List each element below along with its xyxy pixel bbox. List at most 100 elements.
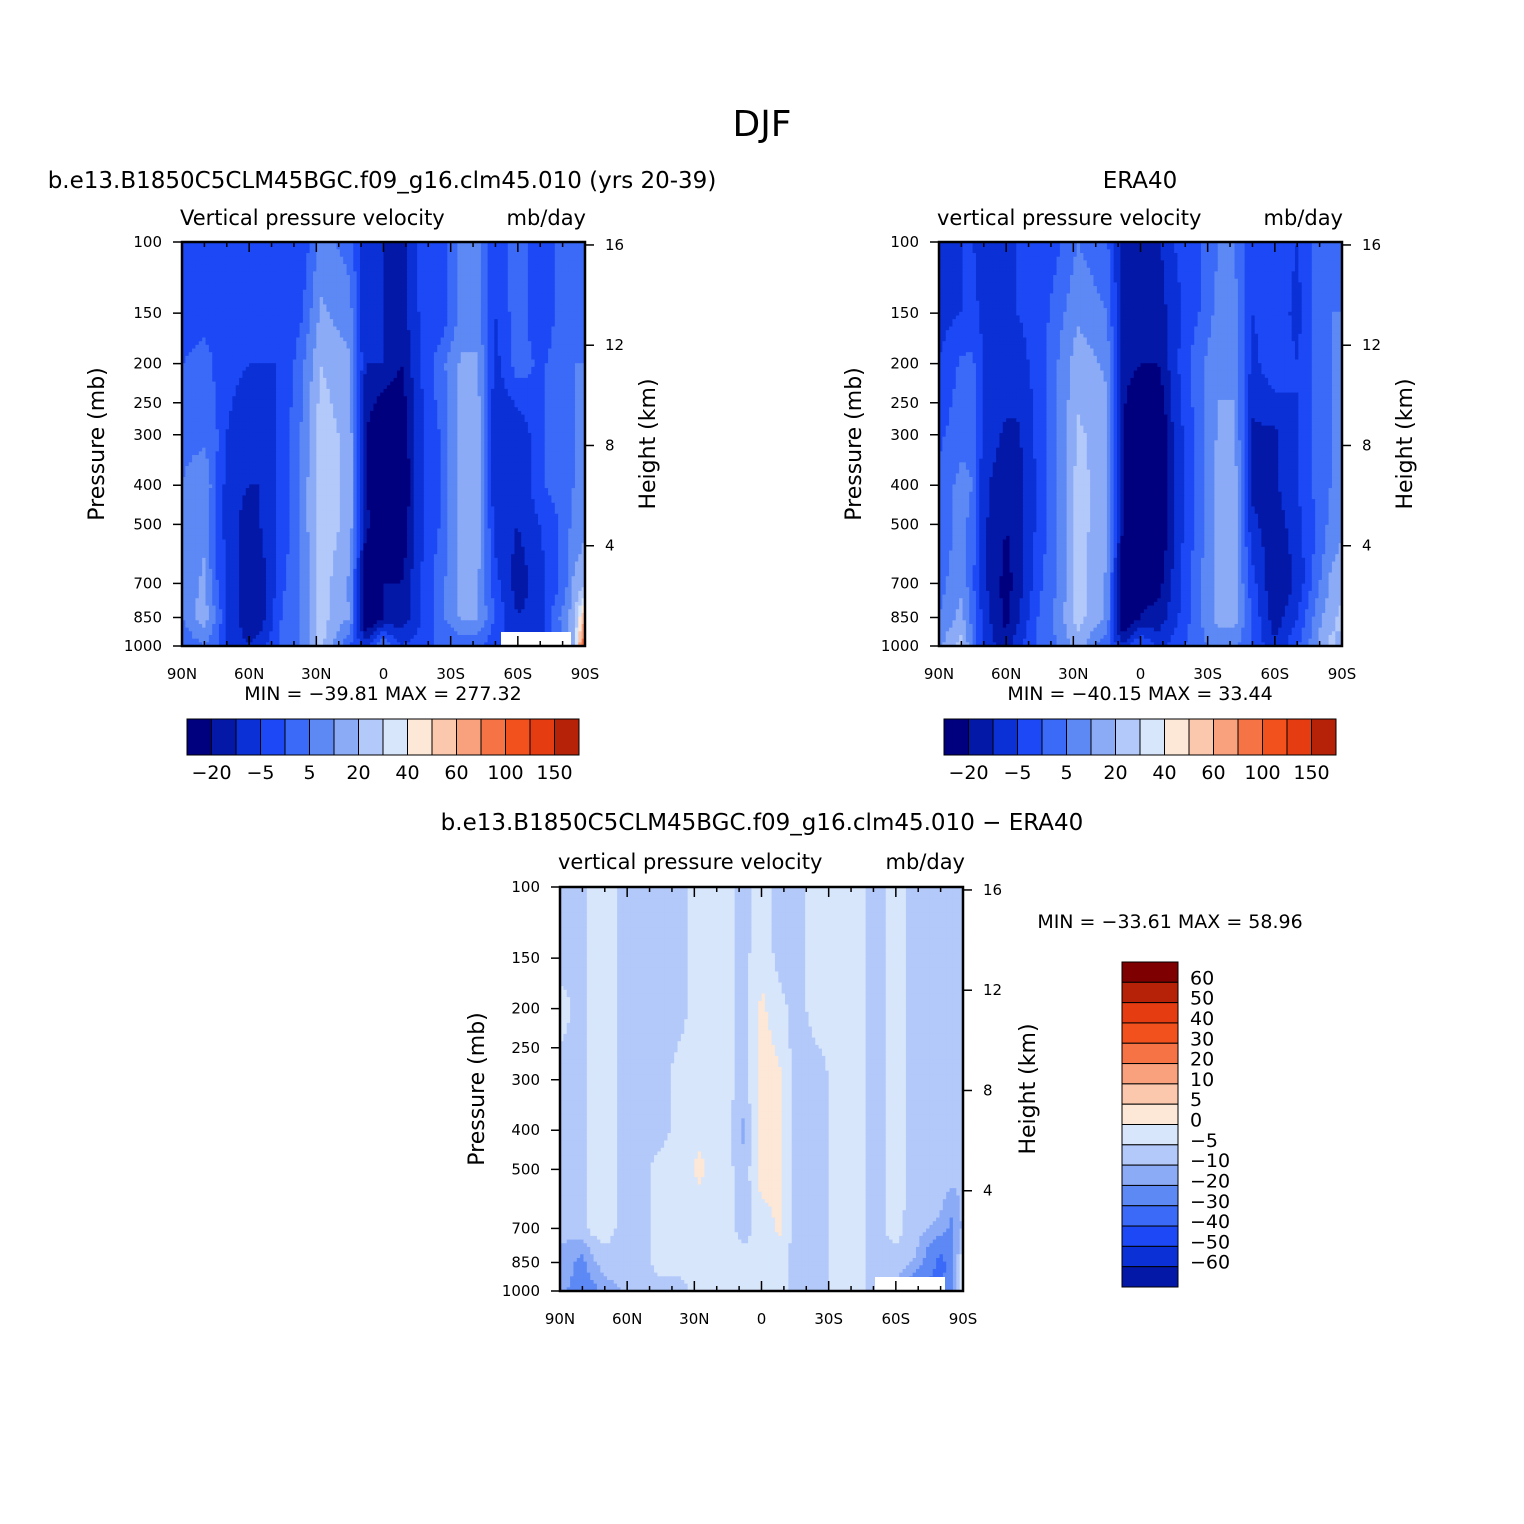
heatmap-cell — [490, 256, 495, 261]
heatmap-cell — [454, 249, 458, 254]
figure-title: DJF — [732, 104, 791, 145]
heatmap-cell — [430, 260, 435, 265]
heatmap-cell — [356, 260, 361, 265]
heatmap-cell — [447, 256, 452, 261]
heatmap-cell — [541, 253, 546, 258]
heatmap-cell — [450, 253, 455, 258]
heatmap-cell — [558, 249, 563, 254]
heatmap-cell — [457, 245, 462, 250]
heatmap-cell — [477, 260, 482, 265]
heatmap-cell — [494, 242, 499, 247]
heatmap-cell — [433, 256, 438, 261]
heatmap-cell — [205, 256, 210, 261]
heatmap-cell — [396, 249, 401, 254]
heatmap-cell — [383, 245, 388, 250]
heatmap-cell — [427, 253, 432, 258]
heatmap-cell — [511, 256, 516, 261]
heatmap-cell — [430, 253, 435, 258]
heatmap-cell — [370, 245, 375, 250]
heatmap-cell — [386, 249, 391, 254]
heatmap-cell — [353, 245, 358, 250]
heatmap-cell — [403, 264, 408, 269]
heatmap-cell — [376, 264, 381, 269]
heatmap-cell — [323, 253, 328, 258]
heatmap-cell — [396, 264, 401, 269]
heatmap-cell — [259, 256, 264, 261]
heatmap-cell — [208, 253, 213, 258]
heatmap-cell — [272, 256, 277, 261]
heatmap-cell — [309, 242, 314, 247]
heatmap-cell — [460, 249, 465, 254]
heatmap-cell — [386, 264, 391, 269]
heatmap-cell — [306, 249, 311, 254]
heatmap-cell — [460, 256, 465, 261]
heatmap-cell — [507, 242, 512, 247]
heatmap-cell — [581, 260, 585, 265]
heatmap-cell — [312, 260, 317, 265]
heatmap-cell — [380, 253, 385, 258]
heatmap-cell — [480, 253, 485, 258]
heatmap-cell — [282, 260, 287, 265]
heatmap-cell — [474, 253, 479, 258]
heatmap-cell — [504, 245, 509, 250]
heatmap-cell — [571, 245, 576, 250]
heatmap-cell — [373, 256, 378, 261]
heatmap-cell — [359, 242, 364, 247]
heatmap-cell — [239, 260, 244, 265]
heatmap-cell — [255, 245, 260, 250]
heatmap-cell — [390, 260, 395, 265]
heatmap-cell — [407, 253, 411, 258]
heatmap-cell — [229, 253, 233, 258]
heatmap-cell — [400, 249, 405, 254]
heatmap-cell — [554, 260, 559, 265]
heatmap-cell — [484, 242, 489, 247]
heatmap-cell — [433, 245, 438, 250]
heatmap-cell — [218, 260, 223, 265]
heatmap-cell — [252, 253, 257, 258]
heatmap-cell — [302, 260, 307, 265]
heatmap-cell — [326, 253, 331, 258]
heatmap-cell — [205, 253, 210, 258]
heatmap-cell — [232, 242, 237, 247]
heatmap-cell — [255, 242, 260, 247]
heatmap-cell — [259, 253, 264, 258]
heatmap-cell — [323, 260, 328, 265]
panel-model: b.e13.B1850C5CLM45BGC.f09_g16.clm45.010 … — [48, 168, 717, 784]
heatmap-cell — [494, 249, 499, 254]
heatmap-cell — [407, 256, 411, 261]
heatmap-cell — [507, 245, 512, 250]
heatmap-cell — [269, 256, 274, 261]
heatmap-cell — [420, 264, 425, 269]
heatmap-cell — [578, 253, 583, 258]
heatmap-cell — [464, 249, 469, 254]
heatmap-cell — [235, 242, 240, 247]
heatmap-cell — [252, 249, 257, 254]
heatmap-cell — [286, 245, 291, 250]
heatmap-cell — [252, 260, 257, 265]
heatmap-cell — [450, 249, 455, 254]
heatmap-cell — [504, 253, 509, 258]
heatmap-cell — [349, 256, 354, 261]
heatmap-cell — [282, 249, 287, 254]
heatmap-cell — [299, 256, 304, 261]
heatmap-cell — [527, 260, 532, 265]
heatmap-cell — [376, 256, 381, 261]
heatmap-cell — [447, 242, 452, 247]
heatmap-cell — [239, 253, 244, 258]
heatmap-cell — [548, 260, 553, 265]
heatmap-cell — [202, 249, 207, 254]
heatmap-cell — [239, 249, 244, 254]
heatmap-cell — [403, 249, 408, 254]
heatmap-cell — [464, 256, 469, 261]
heatmap-cell — [336, 260, 341, 265]
heatmap-cell — [561, 253, 566, 258]
heatmap-cell — [296, 249, 301, 254]
heatmap-cell — [490, 245, 495, 250]
heatmap-cell — [521, 260, 526, 265]
heatmap-cell — [208, 264, 213, 269]
heatmap-cell — [339, 245, 344, 250]
heatmap-cell — [366, 260, 371, 265]
heatmap-cell — [524, 242, 529, 247]
heatmap-cell — [225, 256, 230, 261]
heatmap-cell — [346, 260, 351, 265]
